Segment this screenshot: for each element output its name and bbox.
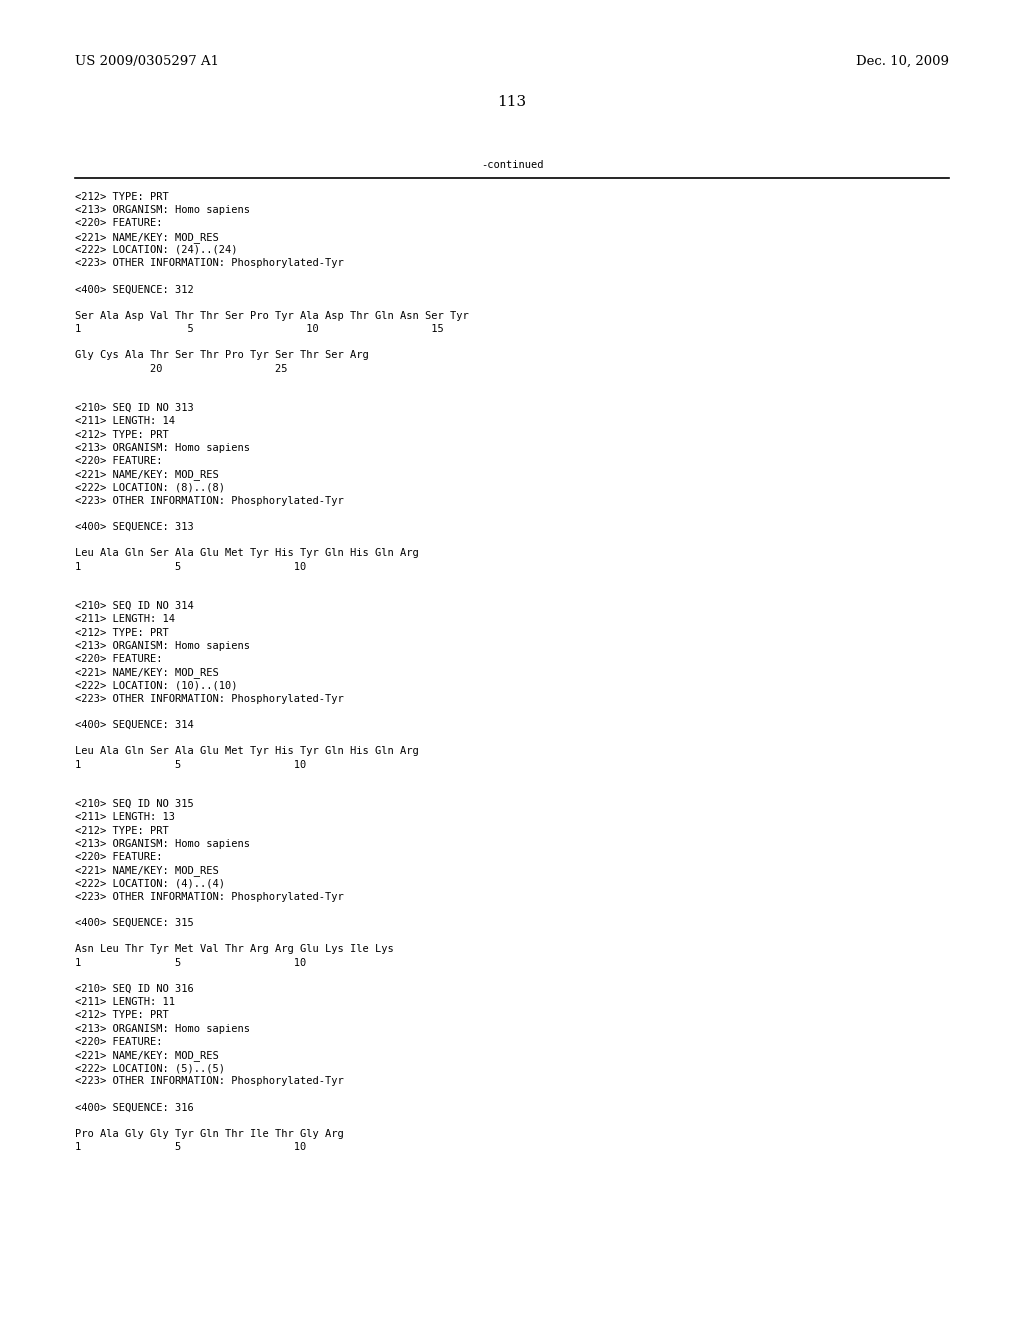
Text: Gly Cys Ala Thr Ser Thr Pro Tyr Ser Thr Ser Arg: Gly Cys Ala Thr Ser Thr Pro Tyr Ser Thr … [75, 350, 369, 360]
Text: <222> LOCATION: (5)..(5): <222> LOCATION: (5)..(5) [75, 1063, 225, 1073]
Text: <223> OTHER INFORMATION: Phosphorylated-Tyr: <223> OTHER INFORMATION: Phosphorylated-… [75, 257, 344, 268]
Text: Dec. 10, 2009: Dec. 10, 2009 [856, 55, 949, 69]
Text: <400> SEQUENCE: 315: <400> SEQUENCE: 315 [75, 917, 194, 928]
Text: <211> LENGTH: 11: <211> LENGTH: 11 [75, 997, 175, 1007]
Text: 1               5                  10: 1 5 10 [75, 561, 306, 572]
Text: <212> TYPE: PRT: <212> TYPE: PRT [75, 429, 169, 440]
Text: <220> FEATURE:: <220> FEATURE: [75, 1036, 163, 1047]
Text: Leu Ala Gln Ser Ala Glu Met Tyr His Tyr Gln His Gln Arg: Leu Ala Gln Ser Ala Glu Met Tyr His Tyr … [75, 746, 419, 756]
Text: <210> SEQ ID NO 314: <210> SEQ ID NO 314 [75, 601, 194, 611]
Text: Ser Ala Asp Val Thr Thr Ser Pro Tyr Ala Asp Thr Gln Asn Ser Tyr: Ser Ala Asp Val Thr Thr Ser Pro Tyr Ala … [75, 310, 469, 321]
Text: <223> OTHER INFORMATION: Phosphorylated-Tyr: <223> OTHER INFORMATION: Phosphorylated-… [75, 1076, 344, 1086]
Text: <220> FEATURE:: <220> FEATURE: [75, 653, 163, 664]
Text: Asn Leu Thr Tyr Met Val Thr Arg Arg Glu Lys Ile Lys: Asn Leu Thr Tyr Met Val Thr Arg Arg Glu … [75, 944, 394, 954]
Text: <212> TYPE: PRT: <212> TYPE: PRT [75, 191, 169, 202]
Text: <213> ORGANISM: Homo sapiens: <213> ORGANISM: Homo sapiens [75, 205, 250, 215]
Text: 113: 113 [498, 95, 526, 110]
Text: <223> OTHER INFORMATION: Phosphorylated-Tyr: <223> OTHER INFORMATION: Phosphorylated-… [75, 891, 344, 902]
Text: <221> NAME/KEY: MOD_RES: <221> NAME/KEY: MOD_RES [75, 865, 219, 876]
Text: <400> SEQUENCE: 314: <400> SEQUENCE: 314 [75, 719, 194, 730]
Text: <210> SEQ ID NO 313: <210> SEQ ID NO 313 [75, 403, 194, 413]
Text: <211> LENGTH: 13: <211> LENGTH: 13 [75, 812, 175, 822]
Text: Leu Ala Gln Ser Ala Glu Met Tyr His Tyr Gln His Gln Arg: Leu Ala Gln Ser Ala Glu Met Tyr His Tyr … [75, 548, 419, 558]
Text: <213> ORGANISM: Homo sapiens: <213> ORGANISM: Homo sapiens [75, 442, 250, 453]
Text: <223> OTHER INFORMATION: Phosphorylated-Tyr: <223> OTHER INFORMATION: Phosphorylated-… [75, 693, 344, 704]
Text: <222> LOCATION: (8)..(8): <222> LOCATION: (8)..(8) [75, 482, 225, 492]
Text: <221> NAME/KEY: MOD_RES: <221> NAME/KEY: MOD_RES [75, 469, 219, 480]
Text: <220> FEATURE:: <220> FEATURE: [75, 455, 163, 466]
Text: <212> TYPE: PRT: <212> TYPE: PRT [75, 1010, 169, 1020]
Text: 1               5                  10: 1 5 10 [75, 759, 306, 770]
Text: <210> SEQ ID NO 315: <210> SEQ ID NO 315 [75, 799, 194, 809]
Text: 20                  25: 20 25 [75, 363, 288, 374]
Text: <222> LOCATION: (4)..(4): <222> LOCATION: (4)..(4) [75, 878, 225, 888]
Text: <223> OTHER INFORMATION: Phosphorylated-Tyr: <223> OTHER INFORMATION: Phosphorylated-… [75, 495, 344, 506]
Text: 1               5                  10: 1 5 10 [75, 957, 306, 968]
Text: Pro Ala Gly Gly Tyr Gln Thr Ile Thr Gly Arg: Pro Ala Gly Gly Tyr Gln Thr Ile Thr Gly … [75, 1129, 344, 1139]
Text: <220> FEATURE:: <220> FEATURE: [75, 218, 163, 228]
Text: <213> ORGANISM: Homo sapiens: <213> ORGANISM: Homo sapiens [75, 1023, 250, 1034]
Text: <211> LENGTH: 14: <211> LENGTH: 14 [75, 416, 175, 426]
Text: <221> NAME/KEY: MOD_RES: <221> NAME/KEY: MOD_RES [75, 667, 219, 678]
Text: <222> LOCATION: (10)..(10): <222> LOCATION: (10)..(10) [75, 680, 238, 690]
Text: <221> NAME/KEY: MOD_RES: <221> NAME/KEY: MOD_RES [75, 231, 219, 243]
Text: <212> TYPE: PRT: <212> TYPE: PRT [75, 627, 169, 638]
Text: <211> LENGTH: 14: <211> LENGTH: 14 [75, 614, 175, 624]
Text: US 2009/0305297 A1: US 2009/0305297 A1 [75, 55, 219, 69]
Text: <220> FEATURE:: <220> FEATURE: [75, 851, 163, 862]
Text: <213> ORGANISM: Homo sapiens: <213> ORGANISM: Homo sapiens [75, 640, 250, 651]
Text: <221> NAME/KEY: MOD_RES: <221> NAME/KEY: MOD_RES [75, 1049, 219, 1061]
Text: <400> SEQUENCE: 313: <400> SEQUENCE: 313 [75, 521, 194, 532]
Text: <213> ORGANISM: Homo sapiens: <213> ORGANISM: Homo sapiens [75, 838, 250, 849]
Text: 1               5                  10: 1 5 10 [75, 1142, 306, 1152]
Text: <400> SEQUENCE: 316: <400> SEQUENCE: 316 [75, 1102, 194, 1113]
Text: <400> SEQUENCE: 312: <400> SEQUENCE: 312 [75, 284, 194, 294]
Text: <210> SEQ ID NO 316: <210> SEQ ID NO 316 [75, 983, 194, 994]
Text: 1                 5                  10                  15: 1 5 10 15 [75, 323, 443, 334]
Text: <222> LOCATION: (24)..(24): <222> LOCATION: (24)..(24) [75, 244, 238, 255]
Text: -continued: -continued [480, 160, 544, 170]
Text: <212> TYPE: PRT: <212> TYPE: PRT [75, 825, 169, 836]
